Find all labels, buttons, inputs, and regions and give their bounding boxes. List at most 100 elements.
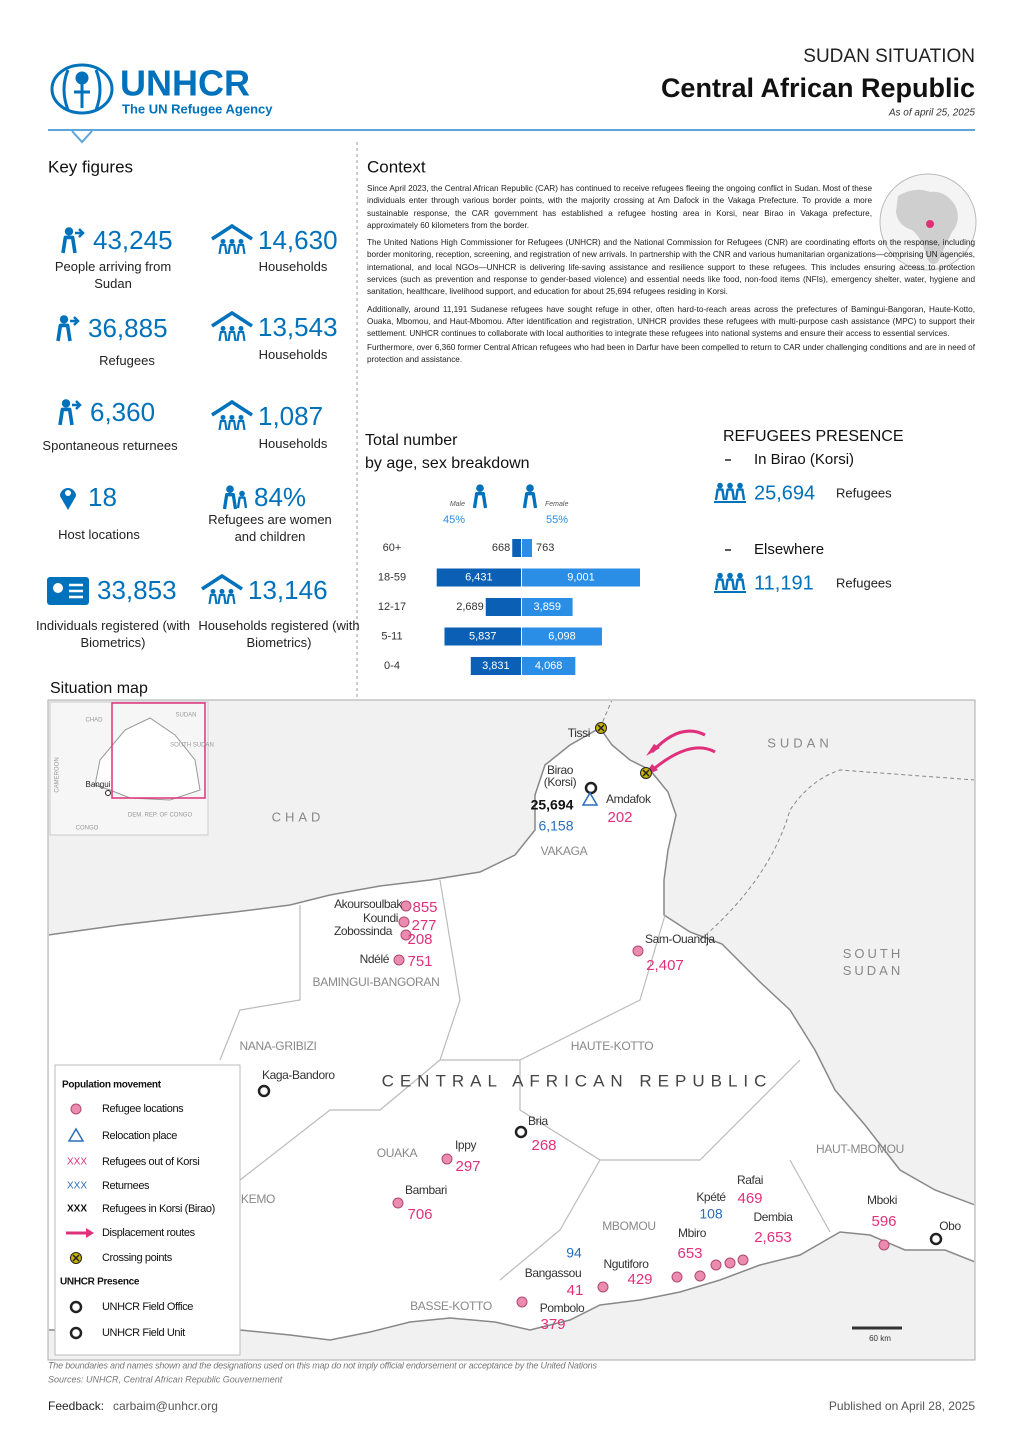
age-label: 18-59 [378,571,406,583]
refugee-location [400,900,412,912]
inset-car [94,717,201,801]
household-icon-roof [201,573,243,591]
place-returnees: 94 [566,1245,582,1261]
context-body: Since April 2023, the Central African Re… [367,183,975,371]
place-refugees: 208 [407,931,432,948]
sex-share: 45% [443,514,465,526]
household-icon-person-1-head [229,238,235,244]
refugee-group-icon-1-body [724,578,736,591]
id-card-lines [69,583,83,599]
arrival-icon-head [59,315,69,324]
relocation-place [67,1127,85,1142]
inset-label: DEM. REP. OF CONGO [128,813,193,819]
place-refugees: 268 [531,1137,556,1154]
household-icon-person-0-head [220,238,226,244]
prefecture-label: BAMINGUI-BANGORAN [313,975,440,989]
crossing-x [597,724,605,732]
presence-title: REFUGEES PRESENCE [723,428,903,445]
place-refugees: 41 [567,1282,584,1299]
pyramid-bar [470,657,521,675]
pyramid-bar [512,539,521,557]
pyramid-bar [485,598,521,616]
refugee-group-icon-1-body [724,488,736,501]
map-labels: SUDAN CHAD SOUTH SUDAN CENTRAL AFRICAN REPUB… [239,722,962,1333]
prefecture-label: MBOMOU [602,1219,656,1233]
legend-label: Refugees out of Korsi [102,1156,199,1168]
refugee-location [398,916,410,928]
published-date: Published on April 28, 2025 [829,1399,975,1413]
key-figure-value: 36,885 [88,313,168,343]
sex-share: 55% [546,514,568,526]
household-icon-person-2-body [236,330,246,342]
female-icon-body [522,492,538,509]
scale-label: 60 km [869,1334,891,1343]
household-icon-roof [211,223,253,241]
female-icon-head [526,484,534,493]
woman-icon-body [222,493,238,510]
inset-label: CAMEROON [55,757,61,792]
place-refugees: 706 [407,1206,432,1223]
place-name: Bangassou [525,1266,581,1280]
field-office [929,1232,943,1246]
presence-place: In Birao (Korsi) [754,451,854,468]
sex-name: Female [545,501,568,508]
place-name: Pombolo [540,1301,585,1315]
household-icon-person-0-body [218,330,228,342]
refugee-location [878,1239,890,1251]
place-name: Mboki [867,1193,897,1207]
key-figure-value: 84% [254,482,307,512]
key-figure-value: 13,543 [258,312,338,342]
inset-label: Bangui [86,780,111,789]
legend-arrowhead [86,1228,94,1238]
refugee-location [392,1197,404,1209]
legend-label: Relocation place [102,1130,177,1142]
child-icon-head [239,490,245,497]
place-name: Bambari [405,1183,447,1197]
emblem-ring [50,63,114,115]
refugee-location [710,1259,722,1271]
pyramid-value: 9,001 [567,571,595,583]
refugee-group-icon-2-head [737,482,743,489]
prefecture-borders [219,879,831,1281]
pyramid-bar [522,568,640,587]
household-icon-roof [211,399,253,417]
legend-key: XXX [67,1204,87,1215]
household-icon-person-1-body [227,419,237,431]
place-name: Ngutiforo [603,1257,649,1271]
household-icon-person-1-body [227,330,237,342]
key-figure-label: Refugees are women and children [208,512,332,544]
pyramid-value: 2,689 [456,601,484,613]
place-refugees: 297 [455,1158,480,1175]
presence-unit: Refugees [836,485,892,500]
globe [879,173,977,271]
place-sub: (Korsi) [544,775,577,789]
place-refugees: 653 [677,1245,702,1262]
org-tagline: The UN Refugee Agency [122,101,273,116]
household-icon-person-1-head [229,325,235,331]
pyramid-bar [522,539,533,557]
section-title: Context [367,157,426,176]
refugee-location [724,1257,736,1269]
relocation-place [581,791,599,806]
arrival-icon-body [56,323,72,342]
feedback-email: carbaim@unhcr.org [113,1399,218,1413]
refugee-location [516,1296,528,1308]
household-icon-person-2-body [236,419,246,431]
key-figure-label: Individuals registered (with Biometrics) [36,618,190,650]
inset-label: SOUTH SUDAN [170,743,214,749]
male-icon-body [472,492,488,509]
legend-key: XXX [67,1181,87,1192]
pyramid-value: 763 [536,542,554,554]
emblem-head [75,71,89,85]
place-name: Ndélé [360,952,390,966]
map-layer [49,701,974,1341]
refugee-group-icon-0-head [717,572,723,579]
place-name: Dembia [754,1210,794,1224]
household-icon-person-1-head [219,588,225,594]
place-name: Zobossinda [334,924,393,938]
key-figure-label: Host locations [58,527,140,542]
child-icon-body [236,496,248,509]
place-name: Koundi [363,911,398,925]
place-name: Kaga-Bandoro [262,1068,335,1082]
arrival-icon-body [61,235,77,254]
